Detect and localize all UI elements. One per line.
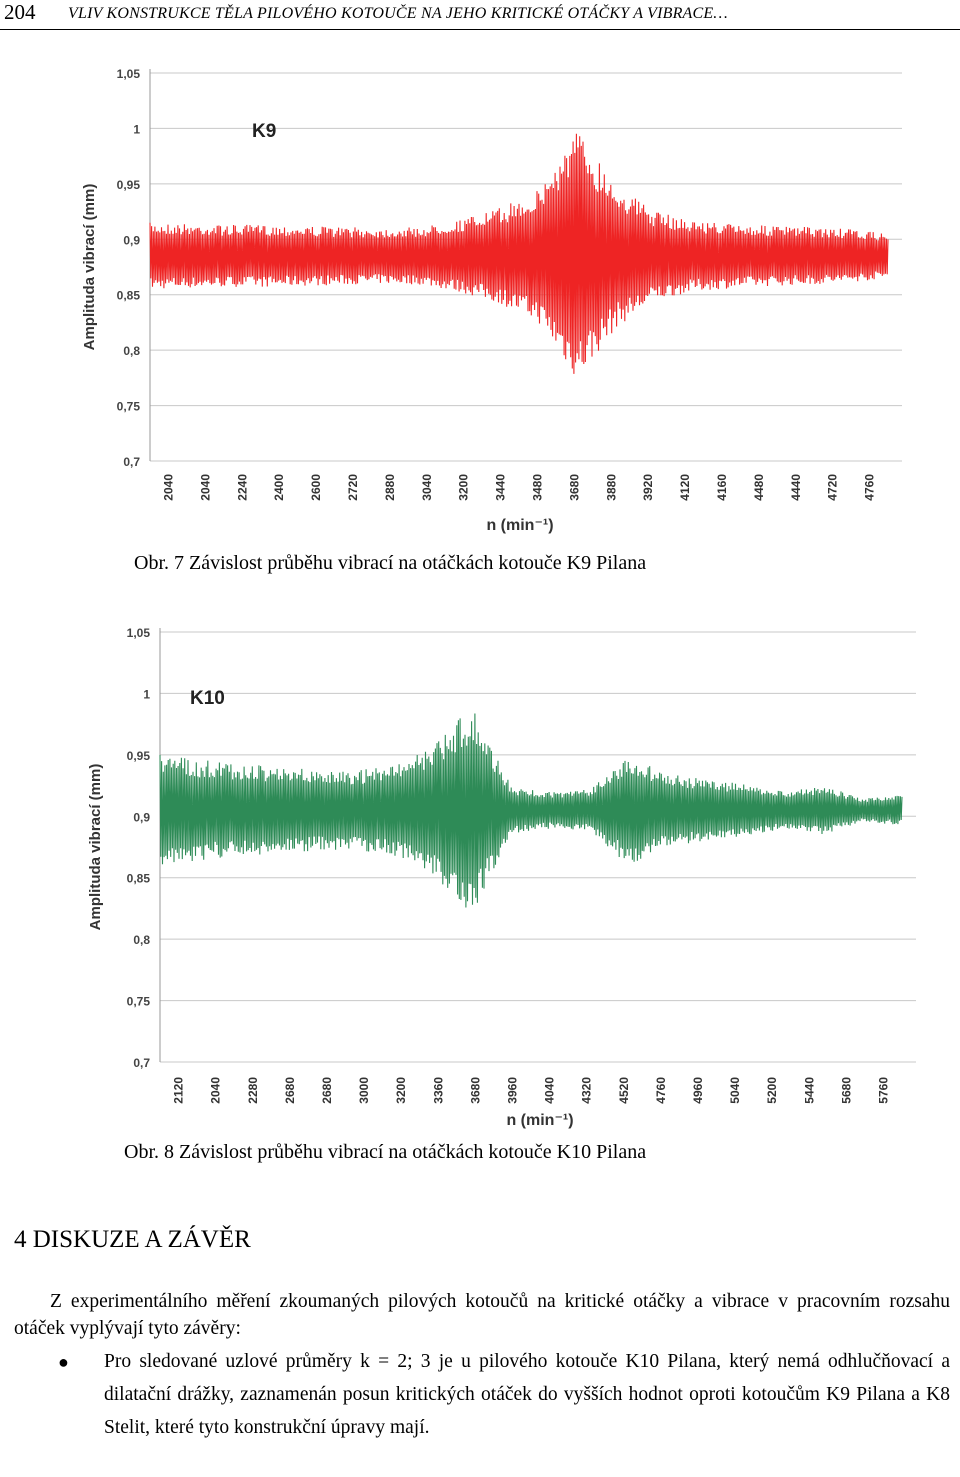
x-tick-label: 4760 (654, 1077, 668, 1104)
page-header: 204 VLIV KONSTRUKCE TĚLA PILOVÉHO KOTOUČ… (0, 0, 960, 30)
x-tick-label: 4440 (789, 474, 803, 501)
figure-7-caption: Obr. 7 Závislost průběhu vibrací na otáč… (134, 552, 647, 574)
y-tick-label: 0,75 (127, 995, 151, 1009)
chart-k10: 1,05 1 0,95 0,9 0,85 0,8 0,75 0,7 Amplituda vibr… (87, 626, 916, 1129)
x-tick-label: 4960 (691, 1077, 705, 1104)
x-tick-label: 2040 (209, 1077, 223, 1104)
x-tick-label: 3040 (420, 474, 434, 501)
running-title: VLIV KONSTRUKCE TĚLA PILOVÉHO KOTOUČE NA… (68, 5, 728, 22)
y-tick-label: 1 (133, 122, 140, 136)
figure-8-caption: Obr. 8 Závislost průběhu vibrací na otáč… (124, 1141, 647, 1163)
x-tick-label: 4320 (580, 1077, 594, 1104)
x-axis-title: n (min⁻¹) (486, 517, 553, 534)
x-tick-label: 4520 (617, 1077, 631, 1104)
x-tick-label: 3440 (494, 474, 508, 501)
y-tick-label: 0,85 (127, 872, 151, 886)
chart-k9: 1,05 1 0,95 0,9 0,85 0,8 0,75 0,7 Amplituda vibr… (81, 67, 902, 534)
page-number: 204 (4, 0, 36, 24)
x-tick-label: 2120 (172, 1077, 186, 1104)
x-tick-label: 3920 (641, 474, 655, 501)
y-tick-label: 0,8 (123, 344, 140, 358)
series-line (149, 133, 889, 374)
x-tick-label: 3480 (530, 474, 544, 501)
x-tick-label: 2680 (320, 1077, 334, 1104)
x-tick-label: 2280 (246, 1077, 260, 1104)
bullet-marker: ● (58, 1352, 69, 1372)
series-line (159, 713, 903, 908)
x-tick-label: 2600 (309, 474, 323, 501)
y-tick-label: 1 (143, 687, 150, 701)
y-tick-label: 0,9 (123, 233, 140, 247)
y-tick-label: 0,95 (127, 749, 151, 763)
y-tick-label: 0,9 (133, 810, 150, 824)
y-tick-label: 0,95 (117, 178, 141, 192)
x-tick-label: 3680 (468, 1077, 482, 1104)
x-tick-label: 4760 (863, 474, 877, 501)
x-tick-label: 3360 (431, 1077, 445, 1104)
bullet-item: Pro sledované uzlové průměry k = 2; 3 je… (104, 1351, 950, 1438)
x-tick-label: 3000 (357, 1077, 371, 1104)
body-paragraph: Z experimentálního měření zkoumaných pil… (14, 1291, 950, 1339)
y-tick-label: 0,8 (133, 933, 150, 947)
x-tick-label: 3960 (505, 1077, 519, 1104)
x-tick-label: 5040 (728, 1077, 742, 1104)
x-tick-label: 5200 (765, 1077, 779, 1104)
y-axis-title: Amplituda vibrací (mm) (87, 764, 104, 931)
x-tick-label: 5440 (802, 1077, 816, 1104)
y-tick-label: 0,7 (133, 1056, 150, 1070)
x-tick-label: 4480 (752, 474, 766, 501)
x-tick-label: 2680 (283, 1077, 297, 1104)
x-axis-title: n (min⁻¹) (506, 1112, 573, 1129)
x-tick-label: 5760 (876, 1077, 890, 1104)
x-tick-label: 3880 (604, 474, 618, 501)
y-tick-label: 0,85 (117, 289, 141, 303)
x-tick-label: 3680 (567, 474, 581, 501)
header-rule (0, 29, 960, 30)
x-tick-label: 4720 (826, 474, 840, 501)
section-heading: 4 DISKUZE A ZÁVĚR (14, 1226, 251, 1253)
series-annotation: K10 (190, 688, 225, 709)
x-tick-label: 2040 (161, 474, 175, 501)
y-tick-label: 1,05 (127, 626, 151, 640)
y-tick-label: 0,7 (123, 455, 140, 469)
x-tick-label: 4120 (678, 474, 692, 501)
y-axis-title: Amplituda vibrací (mm) (81, 184, 98, 351)
x-tick-label: 5680 (839, 1077, 853, 1104)
x-tick-label: 3200 (394, 1077, 408, 1104)
y-tick-label: 0,75 (117, 400, 141, 414)
x-tick-label: 4160 (715, 474, 729, 501)
x-tick-label: 2880 (383, 474, 397, 501)
x-tick-label: 3200 (457, 474, 471, 501)
x-tick-label: 2400 (272, 474, 286, 501)
series-annotation: K9 (252, 121, 276, 142)
y-tick-label: 1,05 (117, 67, 141, 81)
x-tick-label: 4040 (543, 1077, 557, 1104)
x-tick-label: 2040 (198, 474, 212, 501)
x-tick-label: 2720 (346, 474, 360, 501)
x-tick-label: 2240 (235, 474, 249, 501)
